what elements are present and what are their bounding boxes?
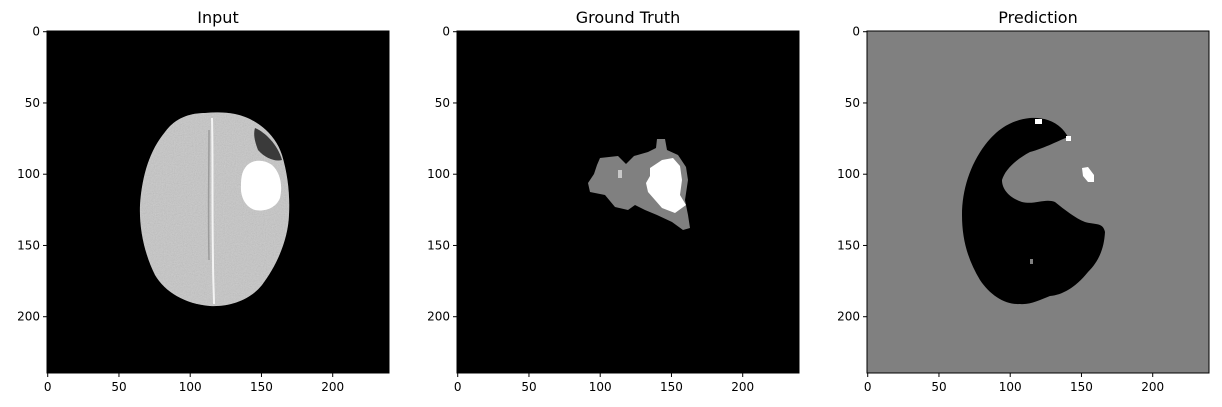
y-tick-label: 50	[845, 96, 860, 110]
panel-input: Input 0 0 50 50 100 100 150 150 200 200	[17, 8, 390, 394]
speckle	[618, 170, 622, 178]
input-axes: 0 0 50 50 100 100 150 150 200 200	[17, 25, 344, 394]
x-tick-label: 100	[179, 380, 202, 394]
x-tick-label: 0	[44, 380, 52, 394]
ground-truth-frame	[456, 30, 800, 374]
x-tick-label: 0	[864, 380, 872, 394]
y-tick-label: 0	[32, 25, 40, 39]
x-tick-label: 150	[660, 380, 683, 394]
white-speckle-3	[1082, 167, 1094, 182]
x-tick-label: 150	[250, 380, 273, 394]
x-tick-label: 100	[999, 380, 1022, 394]
x-tick-label: 50	[111, 380, 126, 394]
x-tick-label: 50	[931, 380, 946, 394]
y-tick-label: 200	[17, 310, 40, 324]
input-frame	[46, 30, 390, 374]
x-tick-label: 200	[321, 380, 344, 394]
bright-lesion	[240, 160, 282, 211]
prediction-axes: 0 0 50 50 100 100 150 150 200 200	[837, 25, 1164, 394]
x-tick-label: 200	[1141, 380, 1164, 394]
predicted-region	[962, 117, 1105, 305]
dark-region	[254, 128, 282, 161]
white-speckle-2	[1066, 136, 1071, 141]
panel-title-ground-truth: Ground Truth	[576, 8, 681, 27]
y-tick-label: 150	[17, 238, 40, 252]
ground-truth-axes: 0 0 50 50 100 100 150 150 200 200	[427, 25, 754, 394]
y-tick-label: 150	[427, 238, 450, 252]
y-tick-label: 100	[837, 167, 860, 181]
gray-speckle	[1030, 259, 1033, 264]
y-tick-label: 0	[442, 25, 450, 39]
x-tick-label: 200	[731, 380, 754, 394]
input-brain-image	[139, 112, 290, 307]
x-tick-label: 50	[521, 380, 536, 394]
y-tick-label: 200	[427, 310, 450, 324]
y-tick-label: 150	[837, 238, 860, 252]
enhancing-tumor-region	[646, 158, 686, 213]
x-tick-label: 0	[454, 380, 462, 394]
panel-prediction: Prediction 0 0 50 50 100 100 150 150 200 200	[837, 8, 1210, 394]
x-tick-label: 150	[1070, 380, 1093, 394]
y-tick-label: 50	[435, 96, 450, 110]
panel-title-prediction: Prediction	[998, 8, 1077, 27]
ground-truth-mask	[588, 139, 690, 230]
y-tick-label: 100	[427, 167, 450, 181]
panel-title-input: Input	[197, 8, 238, 27]
y-tick-label: 200	[837, 310, 860, 324]
y-tick-label: 0	[852, 25, 860, 39]
brain-tissue	[139, 112, 290, 307]
white-speckle-1	[1035, 119, 1042, 124]
panel-ground-truth: Ground Truth 0 0 50 50 100 100 150 150 200 200	[427, 8, 800, 394]
prediction-mask	[962, 117, 1105, 305]
prediction-frame	[866, 30, 1210, 374]
y-tick-label: 100	[17, 167, 40, 181]
x-tick-label: 100	[589, 380, 612, 394]
y-tick-label: 50	[25, 96, 40, 110]
midline	[211, 117, 215, 305]
